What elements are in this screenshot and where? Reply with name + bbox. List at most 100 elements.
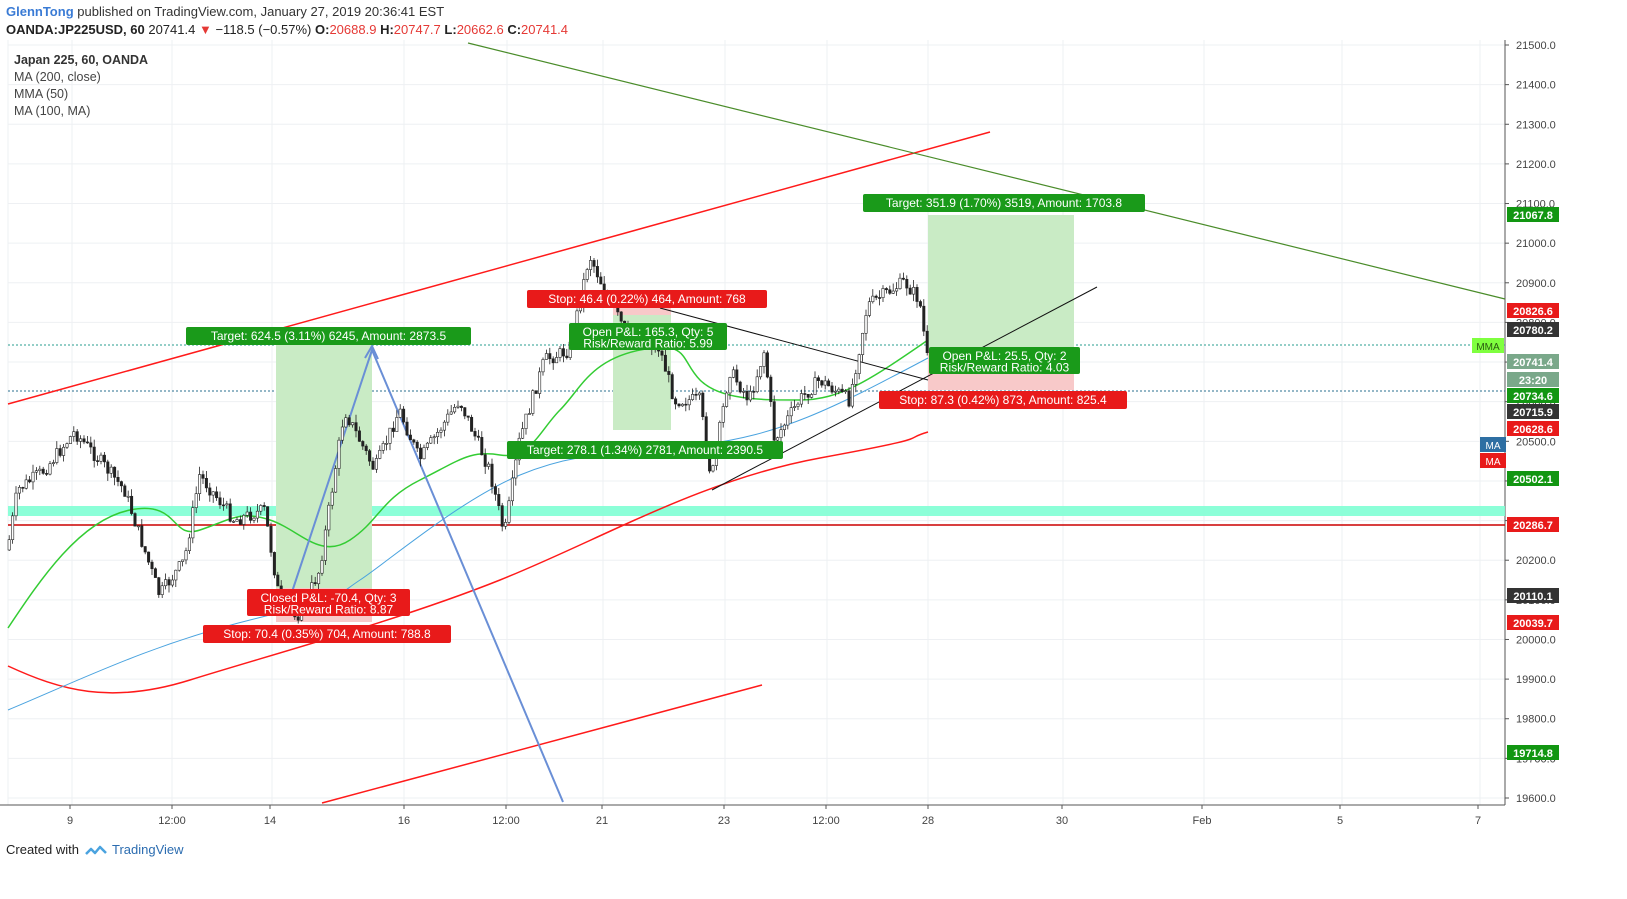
candle[interactable] [510,477,514,502]
candle[interactable] [694,394,698,396]
target-label-2[interactable]: Target: 278.1 (1.34%) 2781, Amount: 2390… [507,441,783,459]
candle[interactable] [544,353,548,360]
candle[interactable] [691,394,695,400]
candle[interactable] [833,390,837,393]
candle[interactable] [619,311,623,322]
candle[interactable] [524,413,528,429]
candle[interactable] [51,462,55,464]
legend-item-mma50[interactable]: MMA (50) [14,87,69,101]
candle[interactable] [218,497,222,506]
candle[interactable] [381,443,385,451]
ma200-line[interactable] [7,431,929,694]
candle[interactable] [160,585,164,595]
candle[interactable] [136,525,140,528]
candle[interactable] [466,415,470,418]
candle[interactable] [143,546,147,553]
candle[interactable] [211,491,215,496]
candle[interactable] [755,376,759,392]
candle[interactable] [861,332,865,355]
candle[interactable] [459,405,463,408]
candle[interactable] [901,277,905,280]
candle[interactable] [731,369,735,378]
candle[interactable] [908,287,912,295]
candle[interactable] [235,519,239,522]
candle[interactable] [177,561,181,571]
candle[interactable] [313,582,317,585]
candle[interactable] [24,479,28,489]
candle[interactable] [721,406,725,423]
candle[interactable] [126,495,130,498]
channel-upper-line[interactable] [7,131,991,405]
candle[interactable] [820,380,824,386]
candle[interactable] [361,441,365,447]
candle[interactable] [72,431,76,437]
candle[interactable] [470,416,474,432]
candle[interactable] [483,454,487,467]
candle[interactable] [769,376,773,402]
candle[interactable] [204,478,208,489]
candle[interactable] [344,417,348,428]
candle[interactable] [752,391,756,393]
downtrend-line[interactable] [467,42,1506,300]
candle[interactable] [429,437,433,444]
candle[interactable] [317,572,321,585]
candle[interactable] [167,579,171,586]
candle[interactable] [89,442,93,448]
mma50-line[interactable] [7,339,929,629]
candle[interactable] [147,551,151,563]
candle[interactable] [915,287,919,302]
candle[interactable] [412,439,416,443]
candle[interactable] [667,371,671,375]
candle[interactable] [238,519,242,525]
candle[interactable] [599,276,603,285]
candle[interactable] [796,403,800,407]
stop-label-2[interactable]: Stop: 46.4 (0.22%) 464, Amount: 768 [527,290,767,308]
candle[interactable] [170,579,174,586]
candle[interactable] [772,401,776,441]
candle[interactable] [789,407,793,417]
candle[interactable] [266,506,270,527]
candle[interactable] [296,616,300,621]
candle[interactable] [119,481,123,487]
candle[interactable] [109,466,113,474]
candle[interactable] [378,450,382,459]
candle[interactable] [255,510,259,519]
candle[interactable] [738,381,742,393]
candle[interactable] [191,507,195,539]
candle[interactable] [922,305,926,332]
candle[interactable] [28,479,32,483]
candle[interactable] [419,447,423,460]
candle[interactable] [748,391,752,401]
candle[interactable] [864,315,868,334]
candle[interactable] [867,301,871,316]
candle[interactable] [463,407,467,417]
projection-path[interactable] [289,347,564,803]
channel-lower-line[interactable] [321,684,763,804]
candle[interactable] [184,550,188,561]
candle[interactable] [677,403,681,407]
candle[interactable] [881,288,885,298]
candle[interactable] [548,353,552,360]
ma100-line[interactable] [7,357,929,711]
candle[interactable] [898,277,902,290]
candle[interactable] [827,380,831,387]
candle[interactable] [85,441,89,444]
tradingview-brand[interactable]: TradingView [112,842,184,857]
candle[interactable] [272,552,276,576]
candle[interactable] [878,297,882,299]
candle[interactable] [201,474,205,479]
candle[interactable] [337,439,341,469]
candle[interactable] [776,437,780,441]
candle[interactable] [249,511,253,521]
legend-item-ma200[interactable]: MA (200, close) [14,70,101,84]
candle[interactable] [398,408,402,418]
candle[interactable] [473,431,477,437]
candle[interactable] [823,380,827,386]
candle[interactable] [402,408,406,423]
candle[interactable] [711,465,715,472]
candle[interactable] [96,460,100,462]
candle[interactable] [133,513,137,527]
candle[interactable] [245,511,249,516]
candle[interactable] [680,403,684,407]
candle[interactable] [806,393,810,398]
